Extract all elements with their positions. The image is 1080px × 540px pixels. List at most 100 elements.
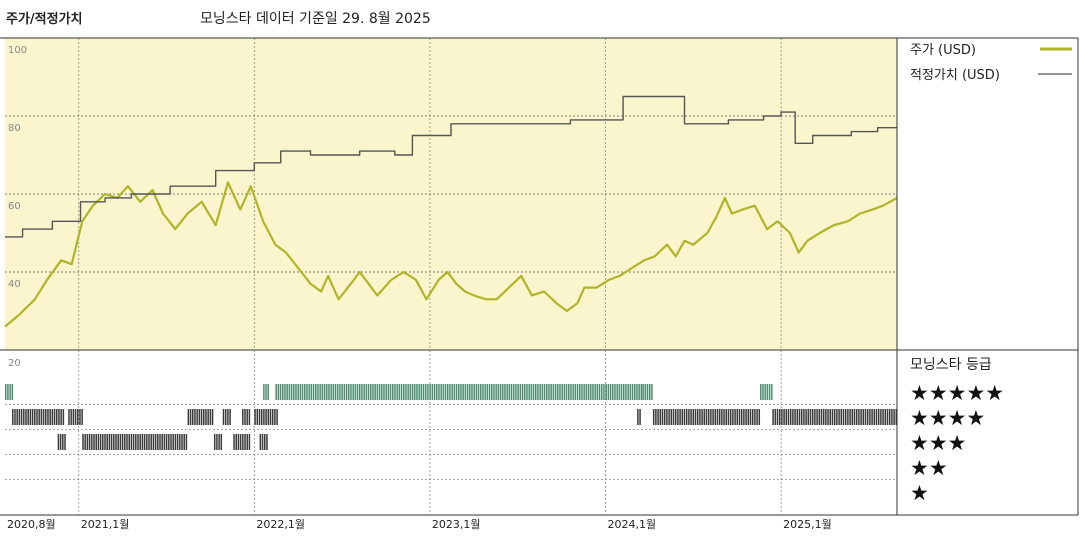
rating-tick — [82, 434, 84, 450]
rating-tick — [95, 434, 97, 450]
rating-tick — [263, 384, 265, 400]
rating-tick — [707, 409, 710, 425]
rating-tick — [312, 384, 315, 400]
rating-tick — [99, 434, 102, 450]
rating-tick — [165, 434, 168, 450]
rating-tick — [751, 409, 754, 425]
rating-tick — [493, 384, 495, 400]
rating-tick — [23, 409, 25, 425]
rating-tick — [290, 384, 293, 400]
rating-tick — [45, 409, 47, 425]
rating-tick — [579, 384, 581, 400]
rating-tick — [137, 434, 139, 450]
rating-tick — [508, 384, 511, 400]
rating-tick — [263, 409, 265, 425]
rating-tick — [629, 384, 632, 400]
rating-tick — [81, 409, 83, 425]
rating-tick — [568, 384, 570, 400]
rating-tick — [537, 384, 539, 400]
rating-tick — [372, 384, 374, 400]
rating-tick — [315, 384, 317, 400]
rating-tick — [407, 384, 409, 400]
rating-tick — [833, 409, 836, 425]
rating-tick — [271, 409, 274, 425]
rating-tick — [363, 384, 365, 400]
rating-tick — [510, 384, 513, 400]
rating-tick — [688, 409, 690, 425]
rating-tick — [209, 409, 212, 425]
rating-tick — [170, 434, 172, 450]
rating-tick — [548, 384, 550, 400]
rating-tick — [683, 409, 686, 425]
rating-tick — [14, 409, 16, 425]
rating-tick — [436, 384, 438, 400]
rating-tick — [284, 384, 286, 400]
rating-tick — [825, 409, 827, 425]
rating-tick — [557, 384, 559, 400]
rating-period-4-star — [652, 409, 761, 425]
rating-tick — [581, 384, 583, 400]
rating-tick — [389, 384, 392, 400]
rating-tick — [183, 434, 185, 450]
rating-tick — [631, 384, 634, 400]
rating-tick — [668, 409, 670, 425]
rating-tick — [590, 384, 592, 400]
rating-tick — [594, 384, 596, 400]
x-tick-label: 2020,8월 — [7, 518, 56, 531]
rating-tick — [462, 384, 464, 400]
rating-tick — [254, 409, 256, 425]
rating-tick — [433, 384, 436, 400]
rating-tick — [565, 384, 568, 400]
rating-tick — [411, 384, 414, 400]
rating-tick — [701, 409, 703, 425]
y-tick-label: 20 — [8, 358, 21, 369]
rating-tick — [157, 434, 159, 450]
rating-tick — [246, 409, 248, 425]
rating-tick — [416, 384, 418, 400]
rating-tick — [422, 384, 425, 400]
rating-tick — [526, 384, 528, 400]
rating-tick — [840, 409, 843, 425]
rating-tick — [502, 384, 504, 400]
rating-tick — [374, 384, 376, 400]
rating-tick — [491, 384, 493, 400]
rating-tick — [736, 409, 739, 425]
rating-tick — [409, 384, 412, 400]
rating-tick — [495, 384, 497, 400]
rating-tick — [469, 384, 471, 400]
rating-tick — [200, 409, 203, 425]
rating-tick — [771, 384, 773, 400]
rating-tick — [781, 409, 783, 425]
rating-period-4-star — [637, 409, 641, 425]
rating-tick — [772, 409, 774, 425]
rating-tick — [774, 409, 777, 425]
rating-tick — [749, 409, 752, 425]
rating-tick — [31, 409, 34, 425]
rating-tick — [530, 384, 533, 400]
rating-tick — [62, 409, 65, 425]
rating-tick — [146, 434, 148, 450]
rating-tick — [627, 384, 629, 400]
rating-tick — [860, 409, 862, 425]
rating-tick — [851, 409, 854, 425]
rating-tick — [488, 384, 491, 400]
rating-tick — [213, 434, 216, 450]
rating-tick — [220, 434, 223, 450]
rating-tick — [113, 434, 115, 450]
rating-tick — [864, 409, 867, 425]
rating-tick — [392, 384, 394, 400]
rating-tick — [847, 409, 849, 425]
rating-tick — [743, 409, 745, 425]
rating-tick — [893, 409, 895, 425]
rating-tick — [818, 409, 821, 425]
rating-tick — [886, 409, 889, 425]
rating-tick — [367, 384, 370, 400]
rating-tick — [618, 384, 621, 400]
rating-tick — [86, 434, 89, 450]
rating-period-4-star — [187, 409, 214, 425]
rating-tick — [499, 384, 502, 400]
rating-tick — [381, 384, 383, 400]
rating-tick — [242, 434, 244, 450]
rating-tick — [884, 409, 887, 425]
